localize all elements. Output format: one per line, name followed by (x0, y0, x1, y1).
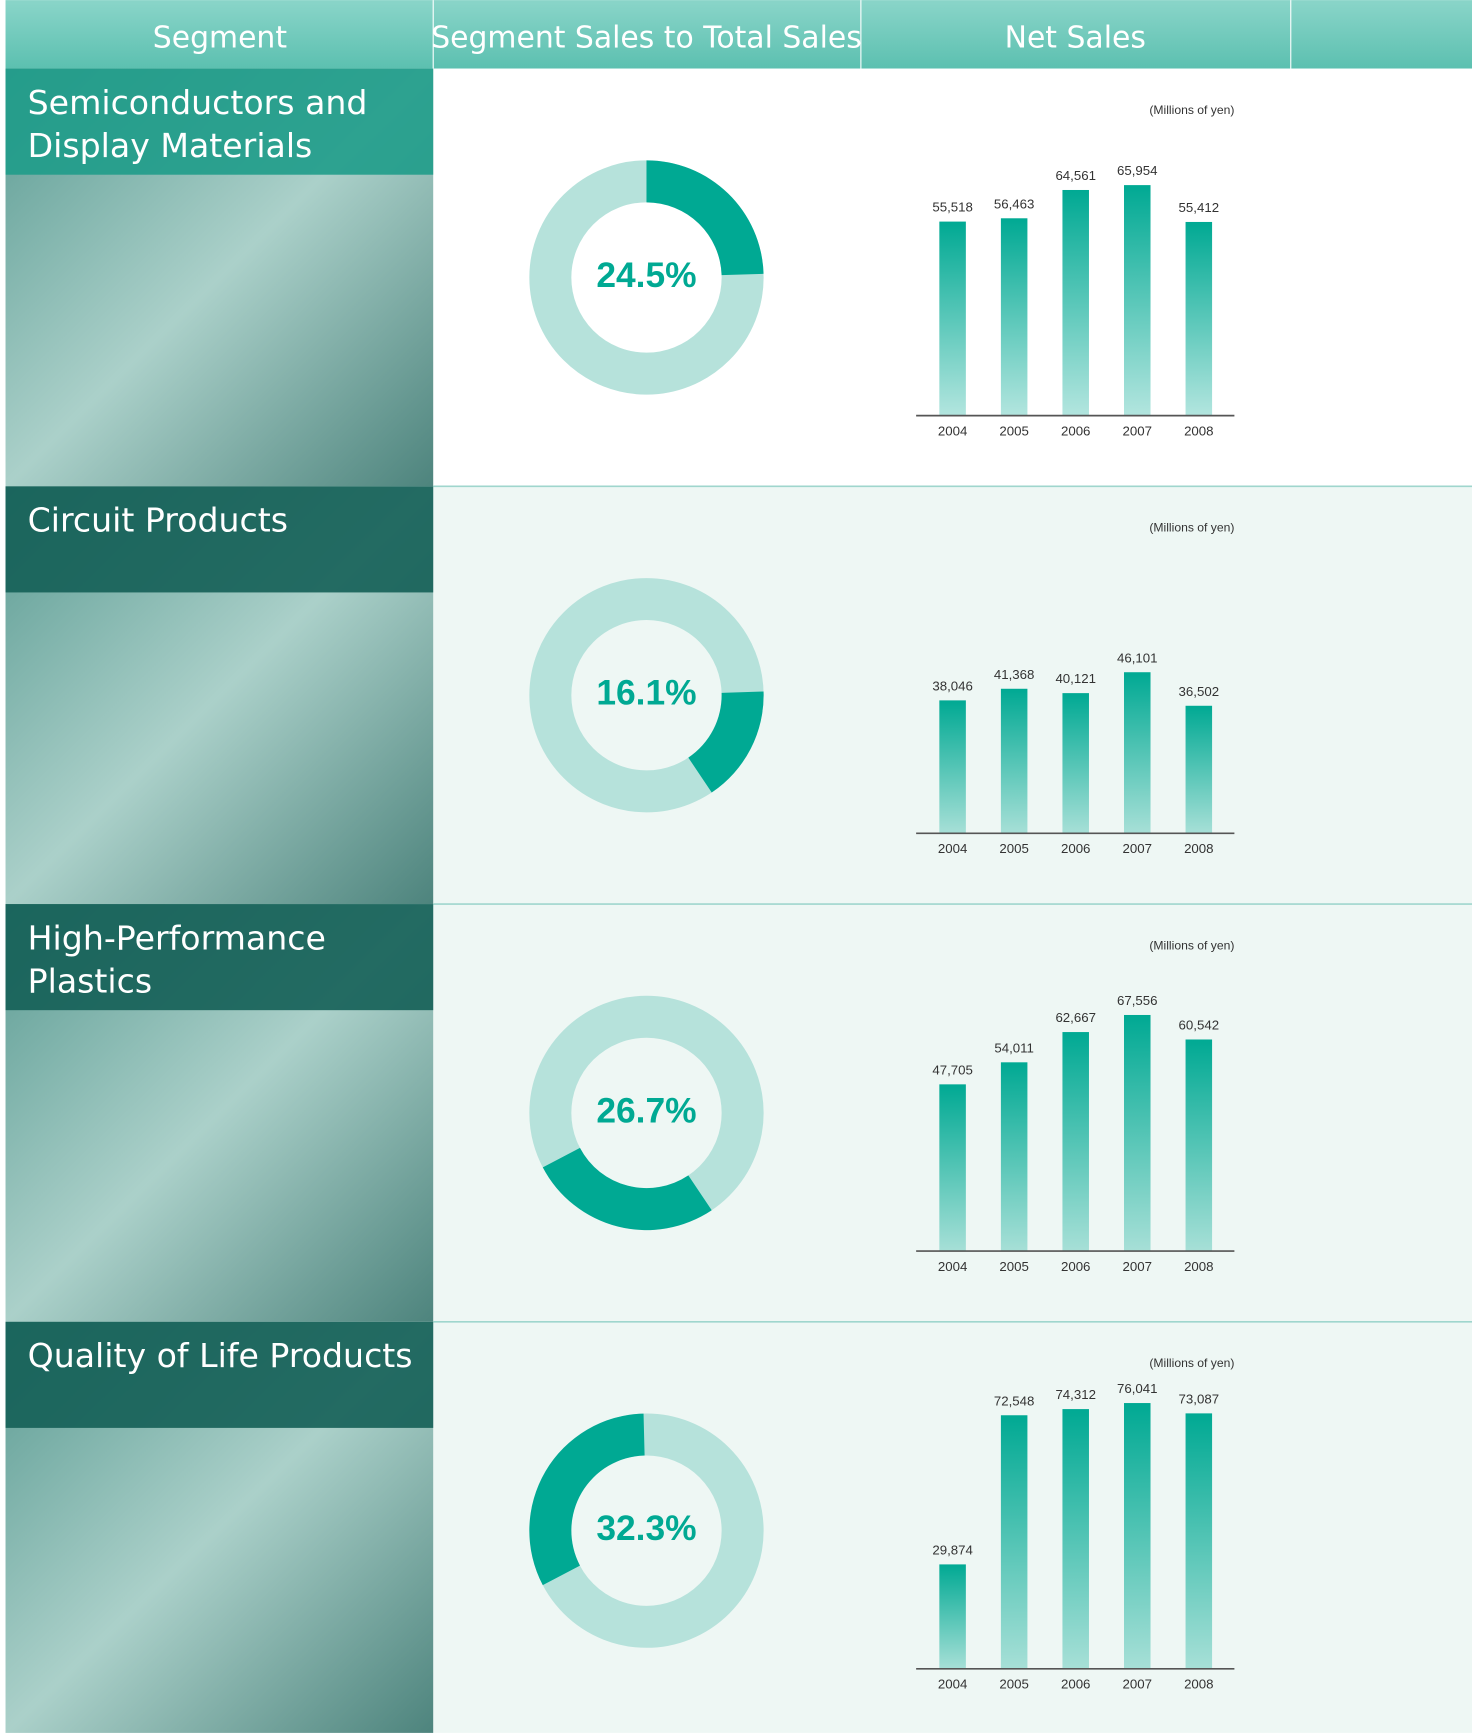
segment-name: Circuit Products (6, 486, 426, 542)
share-label: 24.5% (596, 256, 696, 295)
segment-label-area: Semiconductors and Display Materials (6, 69, 434, 175)
value-label: 67,556 (1117, 993, 1158, 1008)
value-label: 74,312 (1055, 1387, 1096, 1402)
bar (1062, 190, 1089, 416)
segment-name: Quality of Life Products (6, 1322, 426, 1378)
unit-label: (Millions of yen) (1149, 103, 1234, 117)
column-header: Segment Sales to Total Sales (431, 20, 862, 55)
bar (939, 1564, 966, 1668)
x-tick-label: 2004 (938, 1677, 967, 1692)
bar (1062, 1409, 1089, 1669)
value-label: 62,667 (1055, 1010, 1096, 1025)
bar (1186, 1039, 1213, 1251)
bar (1186, 222, 1213, 416)
value-label: 54,011 (994, 1040, 1034, 1055)
segment-label-area: Circuit Products (6, 486, 434, 592)
bar (1001, 689, 1028, 834)
x-tick-label: 2006 (1061, 841, 1090, 856)
bar (1186, 1413, 1213, 1668)
bar (1001, 1062, 1028, 1251)
x-tick-label: 2007 (1123, 1259, 1152, 1274)
share-label: 26.7% (596, 1091, 696, 1130)
bar (1001, 1415, 1028, 1669)
value-label: 73,087 (1179, 1391, 1220, 1406)
row-background (433, 1322, 1472, 1733)
x-tick-label: 2008 (1184, 1259, 1213, 1274)
x-tick-label: 2007 (1123, 424, 1152, 439)
unit-label: (Millions of yen) (1149, 938, 1234, 952)
x-tick-label: 2004 (938, 424, 967, 439)
x-tick-label: 2004 (938, 841, 967, 856)
page: Segment Segment Sales to Total Sales Net… (0, 0, 1472, 1733)
value-label: 60,542 (1179, 1018, 1220, 1033)
bar (1124, 185, 1151, 416)
segment-name: High-Performance Plastics (6, 904, 426, 1003)
x-tick-label: 2007 (1123, 841, 1152, 856)
bar (1124, 672, 1151, 833)
value-label: 72,548 (994, 1393, 1035, 1408)
value-label: 36,502 (1179, 684, 1220, 699)
bar (1001, 218, 1028, 415)
share-label: 32.3% (596, 1509, 696, 1548)
x-tick-label: 2005 (999, 424, 1028, 439)
value-label: 56,463 (994, 196, 1035, 211)
bar (1124, 1403, 1151, 1669)
value-label: 41,368 (994, 667, 1035, 682)
x-tick-label: 2008 (1184, 841, 1213, 856)
x-tick-label: 2007 (1123, 1677, 1152, 1692)
segment-label-area: Quality of Life Products (6, 1322, 434, 1428)
share-label: 16.1% (596, 674, 696, 713)
segment-name: Semiconductors and Display Materials (6, 69, 426, 168)
bar (1062, 693, 1089, 833)
value-label: 47,705 (932, 1062, 973, 1077)
value-label: 46,101 (1117, 650, 1158, 665)
column-header: Segment (153, 20, 287, 55)
x-tick-label: 2005 (999, 1677, 1028, 1692)
value-label: 76,041 (1117, 1381, 1158, 1396)
segment-label-area: High-Performance Plastics (6, 904, 434, 1010)
bar (1186, 706, 1213, 834)
value-label: 55,412 (1179, 200, 1220, 215)
x-tick-label: 2006 (1061, 1677, 1090, 1692)
x-tick-label: 2006 (1061, 424, 1090, 439)
value-label: 65,954 (1117, 163, 1158, 178)
value-label: 40,121 (1055, 671, 1096, 686)
x-tick-label: 2004 (938, 1259, 967, 1274)
value-label: 64,561 (1055, 168, 1096, 183)
x-tick-label: 2008 (1184, 424, 1213, 439)
value-label: 29,874 (932, 1542, 973, 1557)
x-tick-label: 2005 (999, 841, 1028, 856)
bar (939, 700, 966, 833)
bar (939, 1084, 966, 1251)
x-tick-label: 2006 (1061, 1259, 1090, 1274)
unit-label: (Millions of yen) (1149, 1356, 1234, 1370)
column-header: Net Sales (1005, 20, 1146, 55)
bar (1124, 1015, 1151, 1251)
bar (1062, 1032, 1089, 1251)
x-tick-label: 2005 (999, 1259, 1028, 1274)
value-label: 38,046 (932, 678, 973, 693)
value-label: 55,518 (932, 200, 973, 215)
unit-label: (Millions of yen) (1149, 521, 1234, 535)
bar (939, 222, 966, 416)
x-tick-label: 2008 (1184, 1677, 1213, 1692)
